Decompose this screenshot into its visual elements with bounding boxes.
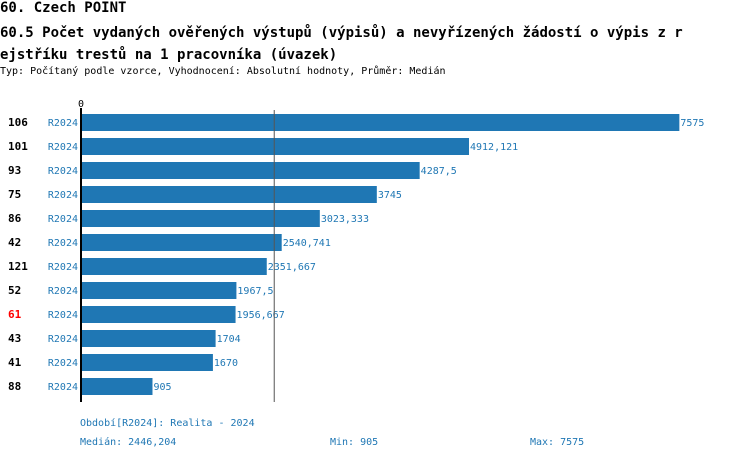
series-label: R2024 xyxy=(48,190,78,201)
subtitle-line-1: 60.5 Počet vydaných ověřených výstupů (v… xyxy=(0,25,683,41)
series-label: R2024 xyxy=(48,358,78,369)
category-label: 101 xyxy=(8,140,28,153)
category-label: 75 xyxy=(8,188,21,201)
max-stat: Max: 7575 xyxy=(530,437,585,448)
value-label: 1704 xyxy=(217,334,241,345)
min-stat: Min: 905 xyxy=(330,437,379,448)
chart-subtitle: 60.5 Počet vydaných ověřených výstupů (v… xyxy=(0,22,750,66)
category-label: 93 xyxy=(8,164,21,177)
value-label: 7575 xyxy=(680,118,704,129)
value-label: 1956,667 xyxy=(237,310,285,321)
value-label: 2351,667 xyxy=(268,262,316,273)
value-label: 3023,333 xyxy=(321,214,369,225)
value-label: 3745 xyxy=(378,190,402,201)
series-label: R2024 xyxy=(48,214,78,225)
axis-zero-label: 0 xyxy=(78,99,84,110)
bar xyxy=(81,330,216,347)
category-label: 61 xyxy=(8,308,22,321)
bar xyxy=(81,210,320,227)
bar xyxy=(81,114,680,131)
bar xyxy=(81,258,267,275)
bar xyxy=(81,162,420,179)
subtitle-line-2: ejstříku trestů na 1 pracovníka (úvazek) xyxy=(0,47,338,63)
period-legend: Období[R2024]: Realita - 2024 xyxy=(80,418,255,429)
page-title: 60. Czech POINT xyxy=(0,0,127,16)
category-label: 88 xyxy=(8,380,21,393)
series-label: R2024 xyxy=(48,334,78,345)
value-label: 905 xyxy=(153,382,171,393)
series-label: R2024 xyxy=(48,166,78,177)
bar xyxy=(81,234,282,251)
series-label: R2024 xyxy=(48,286,78,297)
median-stat: Medián: 2446,204 xyxy=(80,437,177,448)
category-label: 52 xyxy=(8,284,21,297)
bar xyxy=(81,186,377,203)
category-label: 106 xyxy=(8,116,28,129)
category-label: 41 xyxy=(8,356,22,369)
series-label: R2024 xyxy=(48,382,78,393)
series-label: R2024 xyxy=(48,142,78,153)
value-label: 2540,741 xyxy=(283,238,331,249)
category-label: 121 xyxy=(8,260,28,273)
series-label: R2024 xyxy=(48,262,78,273)
bar xyxy=(81,378,153,395)
value-label: 4912,121 xyxy=(470,142,518,153)
category-label: 42 xyxy=(8,236,21,249)
chart-info: Typ: Počítaný podle vzorce, Vyhodnocení:… xyxy=(0,66,446,77)
category-label: 86 xyxy=(8,212,22,225)
bar xyxy=(81,138,470,155)
bar xyxy=(81,354,213,371)
bar xyxy=(81,306,236,323)
series-label: R2024 xyxy=(48,238,78,249)
series-label: R2024 xyxy=(48,118,78,129)
value-label: 4287,5 xyxy=(421,166,457,177)
bar xyxy=(81,282,237,299)
value-label: 1670 xyxy=(214,358,238,369)
series-label: R2024 xyxy=(48,310,78,321)
category-label: 43 xyxy=(8,332,21,345)
value-label: 1967,5 xyxy=(237,286,273,297)
